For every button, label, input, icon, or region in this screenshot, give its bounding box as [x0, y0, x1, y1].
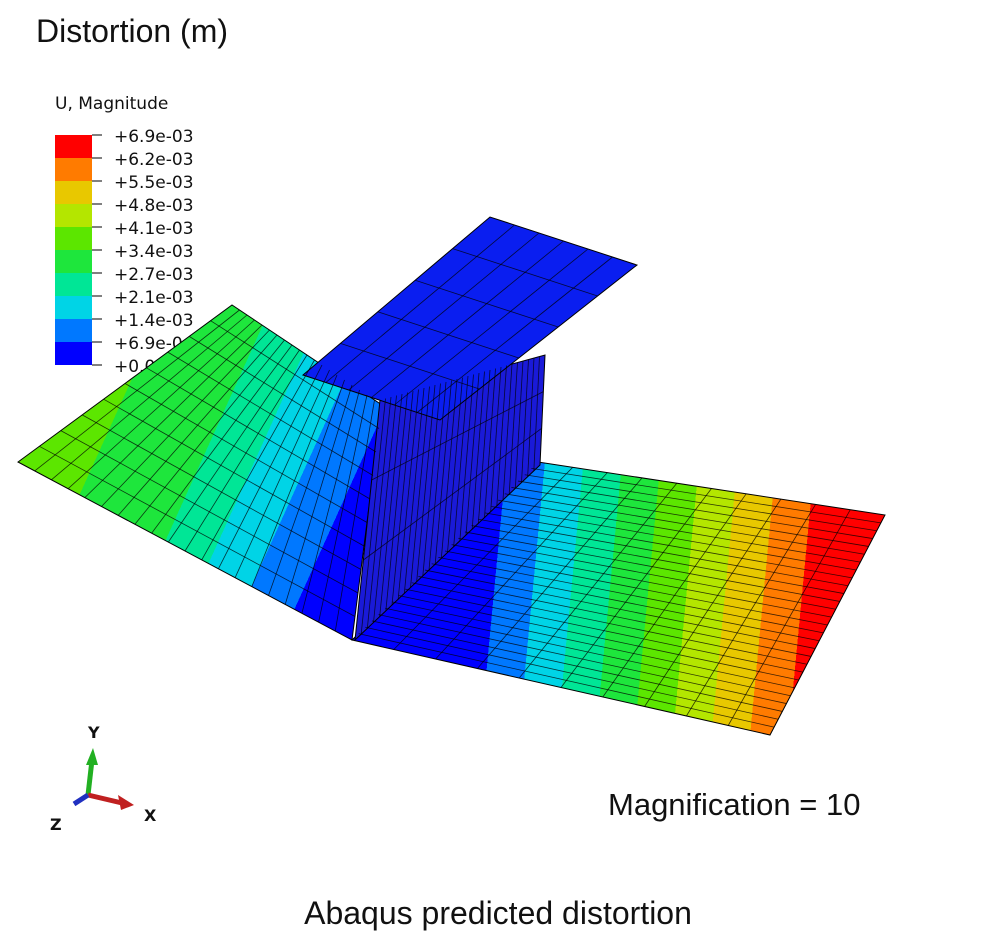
legend-swatch — [55, 273, 92, 296]
legend-swatch — [55, 296, 92, 319]
x-axis-arrow — [88, 795, 122, 803]
magnification: Magnification = 10 — [608, 787, 860, 822]
x-label: X — [144, 806, 157, 825]
legend-label: +4.8e-03 — [114, 196, 194, 216]
y-axis-arrow — [88, 760, 92, 795]
legend-title: U, Magnitude — [55, 94, 168, 114]
legend-swatch — [55, 342, 92, 365]
legend-label: +4.1e-03 — [114, 219, 194, 239]
y-label: Y — [87, 723, 100, 742]
legend-swatch — [55, 135, 92, 158]
legend-label: +2.1e-03 — [114, 288, 194, 308]
legend-swatch — [55, 181, 92, 204]
legend-swatch — [55, 158, 92, 181]
legend: +6.9e-03 +6.2e-03 +5.5e-03 +4.8e-03 +4.1e-03… — [55, 127, 202, 377]
legend-label: +6.2e-03 — [114, 150, 194, 170]
legend-label: +6.9e-03 — [114, 127, 194, 147]
z-label: Z — [50, 815, 62, 834]
axis-triad: Y X Z — [50, 723, 157, 834]
top-flange — [303, 217, 637, 420]
legend-swatch — [55, 227, 92, 250]
legend-swatch — [55, 204, 92, 227]
caption: Abaqus predicted distortion — [304, 895, 692, 931]
legend-label: +5.5e-03 — [114, 173, 194, 193]
y-arrow-head — [86, 748, 98, 765]
legend-label: +2.7e-03 — [114, 265, 194, 285]
z-axis-arrow — [74, 795, 88, 804]
legend-label: +3.4e-03 — [114, 242, 194, 262]
x-arrow-head — [118, 795, 134, 810]
screenshot: Distortion (m) U, Magnitude +6.9e-03 +6.2… — [0, 0, 997, 947]
legend-swatch — [55, 250, 92, 273]
legend-label: +1.4e-03 — [114, 311, 194, 331]
legend-swatch — [55, 319, 92, 342]
title: Distortion (m) — [36, 13, 228, 49]
